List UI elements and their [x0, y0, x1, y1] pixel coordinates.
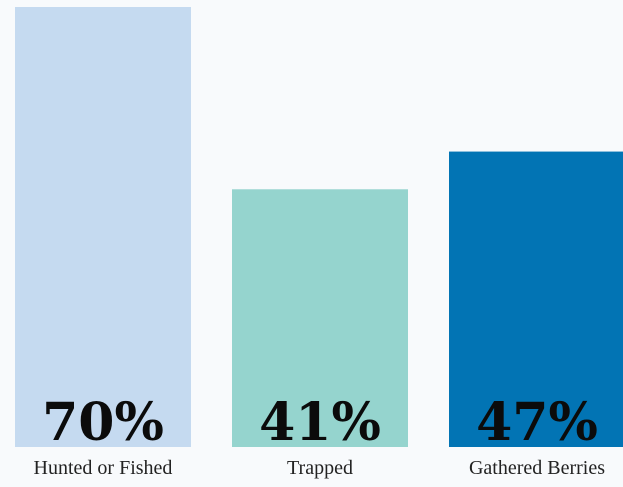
category-label: Hunted or Fished	[34, 457, 173, 479]
bar-gathered-berries	[449, 151, 623, 448]
data-label: 47%	[476, 392, 598, 453]
data-label: 41%	[259, 392, 381, 453]
bars-group	[15, 7, 623, 448]
data-label: 70%	[42, 392, 164, 453]
value-labels-group: 70% 41% 47%	[42, 392, 598, 453]
category-labels-group: Hunted or Fished Trapped Gathered Berries	[34, 457, 606, 479]
bar-trapped	[232, 189, 408, 448]
bar-hunted-or-fished	[15, 7, 191, 447]
category-label: Gathered Berries	[469, 457, 605, 479]
category-label: Trapped	[287, 457, 353, 479]
